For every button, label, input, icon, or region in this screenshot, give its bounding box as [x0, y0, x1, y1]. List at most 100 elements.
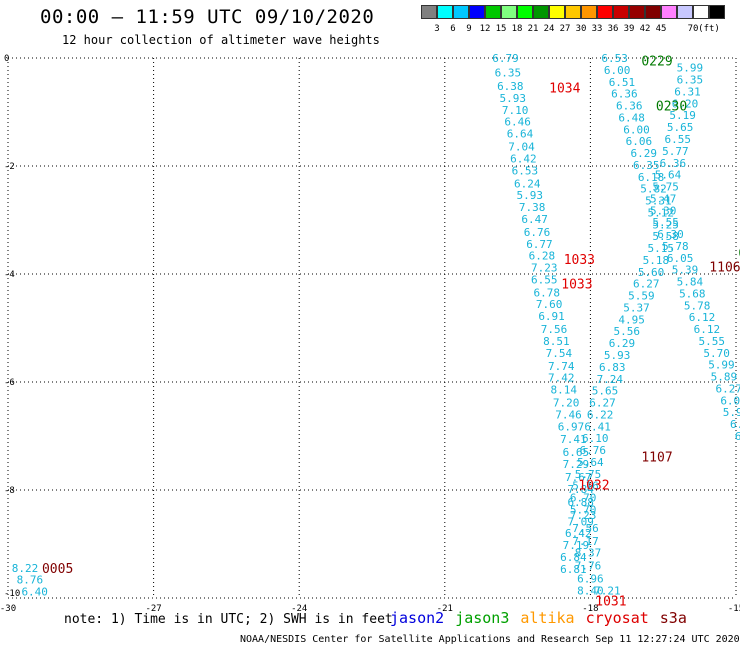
wave-height-value: 7.19 [563, 539, 590, 552]
x-tick-label: -30 [0, 604, 16, 614]
color-scale-label: 9 [466, 24, 472, 34]
pass-time-label: 0005 [42, 562, 73, 577]
color-swatch [629, 5, 645, 19]
wave-height-value: 5.31 [645, 195, 672, 208]
wave-height-value: 5.30 [650, 204, 677, 217]
wave-height-value: 5.89 [711, 371, 738, 384]
chart-title: 00:00 – 11:59 UTC 09/10/2020 [40, 6, 375, 28]
pass-time-label: 1106 [709, 260, 740, 275]
color-swatch [437, 5, 453, 19]
color-swatch [421, 5, 437, 19]
wave-height-value: 6.84 [560, 551, 587, 564]
wave-height-value: 6.35 [633, 159, 660, 172]
y-tick-label: -6 [4, 378, 15, 388]
wave-height-value: 6.55 [531, 273, 558, 286]
pass-time-label: 1031 [595, 595, 626, 610]
wave-height-value: 5.64 [655, 169, 682, 182]
color-swatch [709, 5, 725, 19]
wave-height-value: 5.75 [652, 181, 679, 194]
wave-height-value: 5.82 [640, 183, 667, 196]
wave-height-value: 7.74 [548, 360, 575, 373]
wave-height-value: 5.99 [708, 359, 735, 372]
wave-height-value: 5.19 [669, 109, 696, 122]
color-swatch [661, 5, 677, 19]
wave-height-value: 6.30 [657, 228, 684, 241]
wave-height-value: 7.23 [570, 509, 597, 522]
wave-height-value: 6.51 [609, 76, 636, 89]
wave-height-value: 7.41 [560, 433, 587, 446]
legend-jason2: jason2 [390, 609, 445, 627]
wave-height-value: 6.76 [580, 444, 607, 457]
y-tick-label: -8 [4, 486, 15, 496]
wave-height-value: 5.59 [628, 290, 655, 303]
color-scale-label: 12 [479, 24, 491, 34]
wave-height-value: 6.31 [674, 85, 701, 98]
color-swatch [613, 5, 629, 19]
wave-height-value: 7.56 [572, 522, 599, 535]
color-swatch [597, 5, 613, 19]
pass-time-label: 0230 [656, 100, 687, 115]
wave-height-value: 6.38 [497, 80, 524, 93]
legend-cryosat: cryosat [585, 609, 649, 627]
wave-height-value: 7.23 [531, 262, 558, 275]
pass-time-label: 0229 [641, 55, 672, 70]
source-credit: NOAA/NESDIS Center for Satellite Applica… [240, 634, 740, 645]
wave-height-value: 6.24 [514, 177, 541, 190]
wave-height-value: 5.91 [723, 406, 740, 419]
wave-height-value: 6.64 [507, 128, 534, 141]
color-scale-label: 6 [450, 24, 456, 34]
wave-height-value: 5.93 [499, 92, 526, 105]
color-swatch [565, 5, 581, 19]
y-tick-label: 0 [4, 54, 9, 64]
wave-height-value: 5.75 [575, 468, 602, 481]
pass-time-label: 1034 [549, 82, 580, 97]
y-tick-label: -2 [4, 162, 15, 172]
wave-height-value: 6.22 [587, 408, 614, 421]
wave-height-value: 5.25 [652, 218, 679, 231]
wave-height-value: 5.84 [677, 276, 704, 289]
wave-height-value: 7.84 [567, 483, 594, 496]
wave-height-value: 5.37 [623, 301, 650, 314]
wave-height-value: 5.68 [679, 287, 706, 300]
chart-subtitle: 12 hour collection of altimeter wave hei… [62, 33, 380, 47]
wave-height-value: 6.18 [638, 171, 665, 184]
color-swatch [485, 5, 501, 19]
wave-height-value: 7.60 [536, 298, 563, 311]
legend-jason3: jason3 [455, 609, 510, 627]
wave-height-value: 5.78 [662, 240, 689, 253]
x-tick-label: -27 [145, 604, 161, 614]
wave-height-value: 6.53 [601, 52, 628, 65]
wave-height-value: 6.12 [689, 311, 716, 324]
wave-height-value: 6.27 [715, 382, 740, 395]
wave-height-value: 5.58 [652, 230, 679, 243]
wave-height-value: 6.88 [567, 496, 594, 509]
wave-height-value: 5.18 [643, 254, 670, 267]
wave-height-value: 7.17 [572, 535, 599, 548]
color-scale-label: (ft) [698, 24, 720, 34]
legend-altika: altika [520, 609, 575, 627]
wave-height-value: 8.51 [543, 335, 570, 348]
wave-height-value: 6.05 [667, 252, 694, 265]
wave-height-value: 6.81 [560, 563, 587, 576]
wave-height-value: 6.76 [524, 226, 551, 239]
wave-height-value: 5.15 [648, 242, 675, 255]
satellite-legend: jason2 jason3 altika cryosat s3a [390, 609, 698, 627]
wave-height-value: 8.76 [17, 574, 44, 587]
wave-height-value: 6.27 [633, 278, 660, 291]
wave-height-value: 6.46 [504, 116, 531, 129]
wave-height-value: 7.24 [597, 373, 624, 386]
wave-height-value: 6.73 [735, 430, 740, 443]
legend-s3a: s3a [659, 609, 687, 627]
wave-height-value: 8.14 [550, 384, 577, 397]
wave-height-value: 6.36 [611, 88, 638, 101]
color-swatch [549, 5, 565, 19]
wave-height-value: 6.78 [533, 286, 560, 299]
pass-time-label: 1032 [578, 479, 609, 494]
wave-height-value: 5.60 [638, 266, 665, 279]
wave-height-value: 5.55 [698, 335, 725, 348]
x-tick-label: -24 [291, 604, 307, 614]
color-swatch [517, 5, 533, 19]
wave-height-value: 5.12 [648, 206, 675, 219]
pass-time-label: 1033 [564, 253, 595, 268]
color-scale-label: 70 [687, 24, 699, 34]
